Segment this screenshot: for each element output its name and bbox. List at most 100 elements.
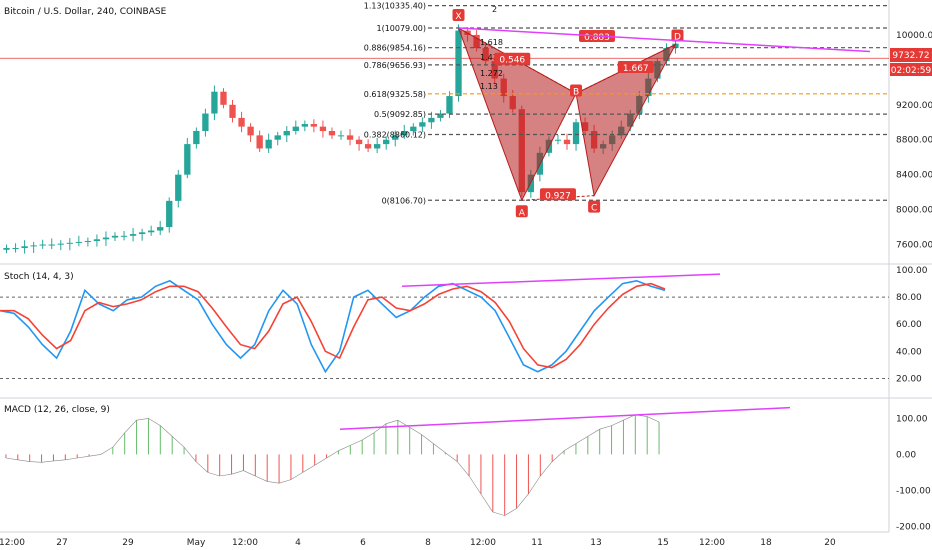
- candle-body: [283, 131, 290, 136]
- candle-body: [672, 43, 679, 49]
- candle-body: [238, 117, 245, 127]
- countdown-label: 02:02:59: [891, 66, 932, 76]
- macd-tick-label: 0.00: [896, 450, 916, 460]
- time-tick-label: 18: [760, 538, 772, 548]
- candle-body: [84, 241, 92, 243]
- candle-body: [274, 135, 281, 140]
- price-tick-label: 7600.00: [896, 241, 932, 251]
- fib-level-label: 1.13(10335.40): [364, 2, 426, 11]
- axes: 7600.008000.008400.008800.009200.009600.…: [0, 31, 932, 548]
- time-tick-label: 6: [360, 538, 366, 548]
- pattern-point-badge: [671, 29, 684, 42]
- candle-body: [337, 135, 345, 137]
- candle-body: [39, 244, 46, 246]
- candle-body: [3, 248, 10, 250]
- candle-body: [120, 235, 128, 237]
- candle-body: [166, 200, 173, 228]
- candle-body: [419, 122, 426, 127]
- time-tick-label: 15: [657, 538, 668, 548]
- candle-body: [401, 131, 408, 136]
- macd-tick-label: -100.00: [896, 486, 931, 496]
- candle-body: [30, 245, 37, 247]
- time-tick-label: 27: [56, 538, 67, 548]
- xd-trendline: [458, 27, 871, 53]
- macd-outline: [5, 414, 660, 516]
- candle-body: [446, 96, 453, 114]
- stoch-tick-label: 80.00: [896, 293, 922, 303]
- countdown-badge: [890, 63, 932, 76]
- pattern-ratio-badge: [494, 52, 531, 65]
- extension-label: 2: [492, 5, 497, 14]
- candle-body: [57, 243, 64, 245]
- stoch-panel[interactable]: [0, 273, 889, 379]
- fib-level-label: 0.382(8860.12): [364, 130, 426, 139]
- candle-body: [48, 244, 55, 246]
- extension-label: 1.13: [480, 82, 498, 91]
- fib-level-label: 1(10079.00): [376, 24, 426, 33]
- candle-body: [455, 30, 462, 97]
- candle-body: [66, 242, 73, 244]
- candle-body: [202, 113, 209, 131]
- time-tick-label: 12:00: [0, 538, 25, 548]
- candle-body: [147, 230, 155, 233]
- time-tick-label: 12:00: [232, 538, 258, 548]
- candle-body: [175, 174, 182, 201]
- fib-level-label: 0.886(9854.16): [364, 44, 426, 53]
- candle-body: [229, 104, 236, 118]
- pattern-point-badge: [452, 9, 465, 22]
- macd-tick-label: 100.00: [896, 414, 928, 424]
- candle-body: [383, 139, 390, 145]
- candle-body: [111, 235, 119, 238]
- extension-label: 1.272: [480, 69, 503, 78]
- pattern-point-badge: [588, 200, 601, 213]
- fib-level-label: 0.5(9092.85): [374, 110, 426, 119]
- extension-label: 1.414: [480, 53, 503, 62]
- candle-body: [102, 237, 110, 240]
- stoch-tick-label: 20.00: [896, 374, 922, 384]
- price-tick-label: 9200.00: [896, 101, 932, 111]
- candle-body: [21, 246, 28, 249]
- time-tick-label: 11: [531, 538, 542, 548]
- pattern-point-label: D: [674, 33, 681, 43]
- symbol-title: Bitcoin / U.S. Dollar, 240, COINBASE: [4, 7, 167, 17]
- macd-trendline: [339, 406, 791, 430]
- fib-level-label: 0.618(9325.58): [364, 90, 426, 99]
- time-tick-label: 12:00: [699, 538, 725, 548]
- pattern-point-badge: [570, 84, 583, 97]
- fib-level-label: 0(8106.70): [382, 196, 426, 205]
- macd-panel[interactable]: [5, 406, 791, 516]
- candle-body: [554, 139, 562, 141]
- price-panel[interactable]: 1.13(10335.40) 1(10079.00) 0.886(9854.16) 0…: [0, 2, 889, 254]
- pattern-point-label: B: [573, 87, 579, 97]
- time-tick-label: 29: [122, 538, 134, 548]
- candle-body: [346, 135, 354, 140]
- candle-body: [355, 139, 363, 145]
- stoch-tick-label: 40.00: [896, 347, 922, 357]
- candle-body: [301, 124, 309, 127]
- price-tick-label: 10000.00: [896, 31, 932, 41]
- candle-body: [265, 139, 272, 149]
- time-tick-label: 12:00: [470, 538, 496, 548]
- pattern-point-label: X: [455, 12, 461, 22]
- candle-body: [437, 113, 444, 118]
- stoch-tick-label: 60.00: [896, 320, 922, 330]
- candle-body: [93, 239, 101, 242]
- last-price-label: 9732.72: [892, 51, 929, 61]
- pattern-point-label: A: [519, 208, 526, 218]
- candle-body: [428, 117, 435, 123]
- time-tick-label: 13: [590, 538, 601, 548]
- stoch-d-line: [0, 282, 666, 369]
- time-tick-label: 8: [425, 538, 431, 548]
- pattern-point-badge: [515, 205, 528, 218]
- candle-body: [328, 131, 336, 136]
- candle-body: [157, 227, 164, 231]
- time-tick-label: 4: [295, 538, 301, 548]
- candle-body: [129, 234, 137, 236]
- stoch-tick-label: 100.00: [896, 266, 928, 276]
- candle-body: [319, 126, 327, 131]
- stoch-title: Stoch (14, 4, 3): [4, 272, 74, 282]
- candle-body: [75, 241, 83, 243]
- candle-body: [292, 126, 299, 131]
